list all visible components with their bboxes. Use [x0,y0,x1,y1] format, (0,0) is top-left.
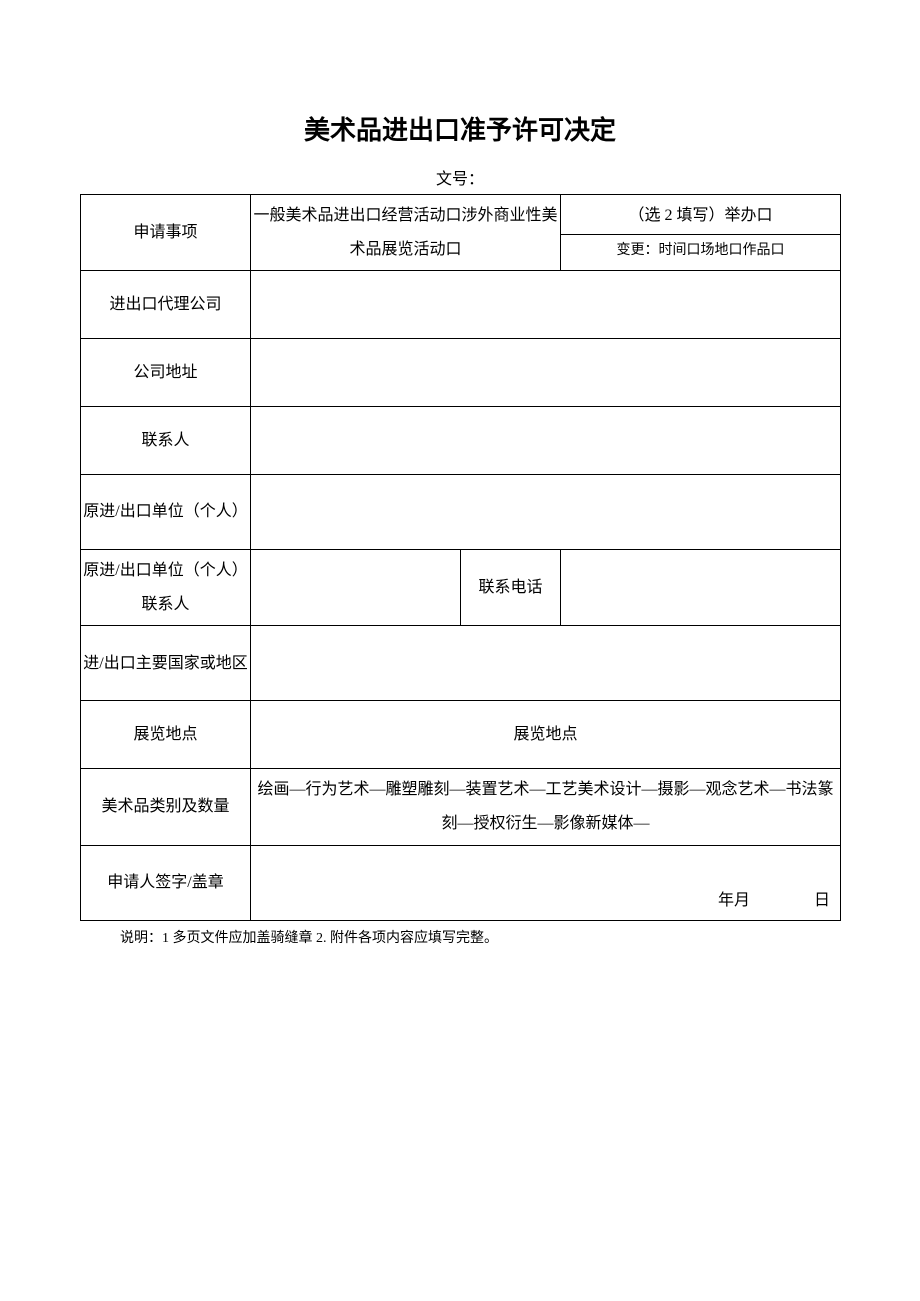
footnote: 说明：1 多页文件应加盖骑缝章 2. 附件各项内容应填写完整。 [80,927,840,947]
option-hold: （选 2 填写）举办口 [561,198,840,236]
value-application-matter: 一般美术品进出口经营活动口涉外商业性美术品展览活动口 [251,195,561,271]
table-row: 展览地点 展览地点 [81,701,841,769]
label-origin-contact: 原进/出口单位（个人）联系人 [81,550,251,626]
table-row: 进/出口主要国家或地区 [81,626,841,701]
label-art-category-qty: 美术品类别及数量 [81,769,251,845]
table-row: 申请事项 一般美术品进出口经营活动口涉外商业性美术品展览活动口 （选 2 填写）… [81,195,841,271]
label-agent-company: 进出口代理公司 [81,271,251,339]
value-agent-company [251,271,841,339]
form-table: 申请事项 一般美术品进出口经营活动口涉外商业性美术品展览活动口 （选 2 填写）… [80,194,841,921]
value-application-options: （选 2 填写）举办口 变更：时间口场地口作品口 [561,195,841,271]
label-signature-seal: 申请人签字/盖章 [81,845,251,920]
table-row: 公司地址 [81,339,841,407]
value-company-address [251,339,841,407]
label-application-matter: 申请事项 [81,195,251,271]
table-row: 进出口代理公司 [81,271,841,339]
value-country-region [251,626,841,701]
value-origin-unit [251,475,841,550]
table-row: 原进/出口单位（个人）联系人 联系电话 [81,550,841,626]
value-contact [251,407,841,475]
option-change: 变更：时间口场地口作品口 [561,235,840,267]
document-number-label: 文号： [80,165,840,189]
value-phone [561,550,841,626]
label-country-region: 进/出口主要国家或地区 [81,626,251,701]
value-exhibition-location: 展览地点 [251,701,841,769]
value-signature-seal: 年月 日 [251,845,841,920]
table-row: 美术品类别及数量 绘画—行为艺术—雕塑雕刻—装置艺术—工艺美术设计—摄影—观念艺… [81,769,841,845]
date-placeholder: 年月 日 [718,884,830,918]
table-row: 申请人签字/盖章 年月 日 [81,845,841,920]
value-origin-contact [251,550,461,626]
table-row: 联系人 [81,407,841,475]
label-phone: 联系电话 [461,550,561,626]
value-art-category-qty: 绘画—行为艺术—雕塑雕刻—装置艺术—工艺美术设计—摄影—观念艺术—书法篆刻—授权… [251,769,841,845]
label-company-address: 公司地址 [81,339,251,407]
document-title: 美术品进出口准予许可决定 [80,110,840,147]
label-origin-unit: 原进/出口单位（个人） [81,475,251,550]
table-row: 原进/出口单位（个人） [81,475,841,550]
label-contact: 联系人 [81,407,251,475]
label-exhibition-location: 展览地点 [81,701,251,769]
